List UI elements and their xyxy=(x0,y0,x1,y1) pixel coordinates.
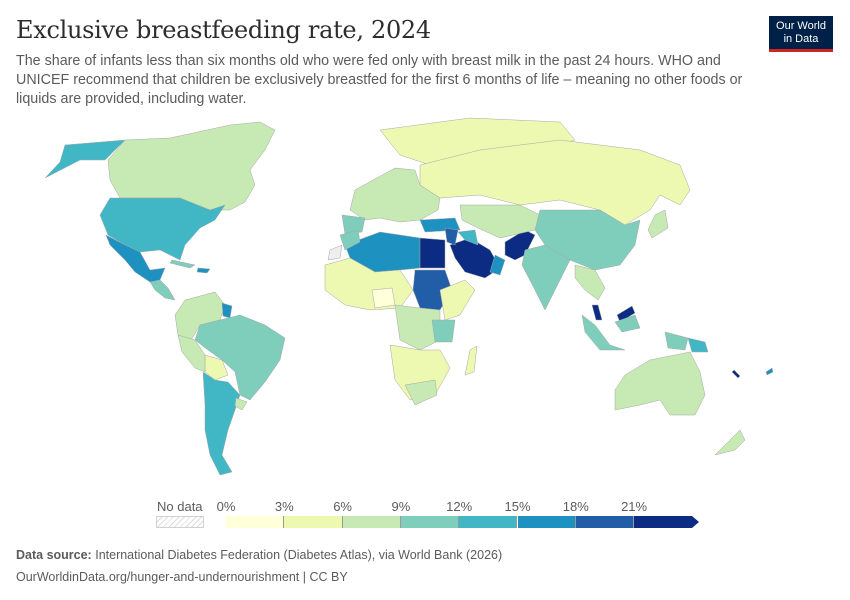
owid-logo[interactable]: Our World in Data xyxy=(769,16,833,52)
legend-bin[interactable] xyxy=(284,516,343,528)
region-fiji[interactable] xyxy=(765,367,774,376)
region-oman[interactable] xyxy=(489,254,506,276)
region-morocco[interactable] xyxy=(339,229,361,251)
region-canada[interactable] xyxy=(107,121,276,211)
region-china[interactable] xyxy=(534,209,641,271)
legend-tick-label: 3% xyxy=(274,499,294,514)
region-borneo-indonesia[interactable] xyxy=(614,314,641,333)
legend-bin[interactable] xyxy=(575,516,635,528)
region-uruguay[interactable] xyxy=(234,397,248,411)
region-caribbean[interactable] xyxy=(169,259,196,269)
region-south-africa[interactable] xyxy=(404,379,438,406)
region-india[interactable] xyxy=(521,244,571,311)
region-argentina-chile[interactable] xyxy=(202,371,241,476)
color-legend: No data 0% 3% 6% 9% 12% 15% 18% 21% xyxy=(150,498,710,538)
data-source-text: International Diabetes Federation (Diabe… xyxy=(95,548,503,562)
region-western-sahara[interactable] xyxy=(327,244,343,261)
region-guyana[interactable] xyxy=(221,302,233,319)
region-nigeria[interactable] xyxy=(371,287,396,309)
region-central-america[interactable] xyxy=(149,279,176,301)
region-malaysia-borneo[interactable] xyxy=(616,305,636,323)
legend-no-data-swatch xyxy=(156,516,204,528)
region-russia[interactable] xyxy=(419,139,691,226)
region-iraq[interactable] xyxy=(457,229,479,246)
legend-tick-label: 21% xyxy=(621,499,648,514)
legend-open-end-arrow xyxy=(692,516,700,528)
region-peru[interactable] xyxy=(177,334,206,373)
region-east-africa[interactable] xyxy=(439,279,476,321)
legend-bin[interactable] xyxy=(517,516,576,528)
legend-bin[interactable] xyxy=(459,516,518,528)
region-papua[interactable] xyxy=(664,331,689,351)
legend-tick-label: 12% xyxy=(446,499,473,514)
logo-line-1: Our World xyxy=(776,20,826,32)
region-australia[interactable] xyxy=(614,351,706,416)
legend-bin[interactable] xyxy=(400,516,460,528)
region-new-zealand[interactable] xyxy=(714,429,746,456)
legend-tick-label: 6% xyxy=(333,499,352,514)
legend-no-data-label: No data xyxy=(157,499,203,514)
region-usa[interactable] xyxy=(99,197,226,261)
data-source-label: Data source: xyxy=(16,548,92,562)
region-tanzania[interactable] xyxy=(431,319,456,343)
source-url[interactable]: OurWorldinData.org/hunger-and-undernouri… xyxy=(16,570,348,584)
region-brazil[interactable] xyxy=(194,314,286,401)
region-southeast-asia[interactable] xyxy=(574,264,606,301)
region-papua-new-guinea[interactable] xyxy=(687,337,709,353)
region-indonesia[interactable] xyxy=(581,314,626,351)
region-turkey[interactable] xyxy=(419,217,461,233)
region-hispaniola[interactable] xyxy=(196,267,211,274)
region-jordan-syria[interactable] xyxy=(444,227,459,246)
legend-bin[interactable] xyxy=(342,516,401,528)
region-alaska[interactable] xyxy=(44,139,126,179)
chart-subtitle: The share of infants less than six month… xyxy=(16,53,743,107)
legend-bin[interactable] xyxy=(226,516,285,528)
chart-title: Exclusive breastfeeding rate, 2024 xyxy=(16,16,431,44)
world-map[interactable] xyxy=(0,110,850,500)
legend-tick-label: 18% xyxy=(562,499,589,514)
region-central-asia[interactable] xyxy=(459,204,541,239)
legend-tick-label: 0% xyxy=(216,499,236,514)
region-japan[interactable] xyxy=(647,209,669,239)
region-new-caledonia[interactable] xyxy=(731,369,741,379)
logo-line-2: in Data xyxy=(783,33,819,45)
legend-tick-label: 15% xyxy=(504,499,531,514)
legend-tick-label: 9% xyxy=(391,499,411,514)
region-spain[interactable] xyxy=(341,214,366,235)
region-madagascar[interactable] xyxy=(464,345,478,376)
legend-bin[interactable] xyxy=(634,516,693,528)
data-source: Data source: International Diabetes Fede… xyxy=(16,548,502,562)
region-malaysia-peninsula[interactable] xyxy=(591,304,603,321)
region-egypt[interactable] xyxy=(419,237,446,269)
